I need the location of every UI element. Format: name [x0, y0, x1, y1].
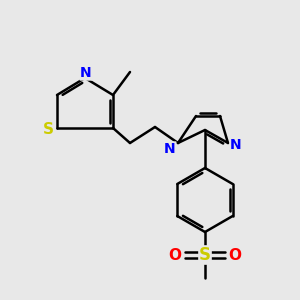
Text: N: N: [80, 66, 92, 80]
Text: N: N: [230, 138, 242, 152]
Text: O: O: [229, 248, 242, 262]
Text: S: S: [199, 246, 211, 264]
Text: N: N: [164, 142, 176, 156]
Text: O: O: [169, 248, 182, 262]
Text: S: S: [43, 122, 53, 137]
